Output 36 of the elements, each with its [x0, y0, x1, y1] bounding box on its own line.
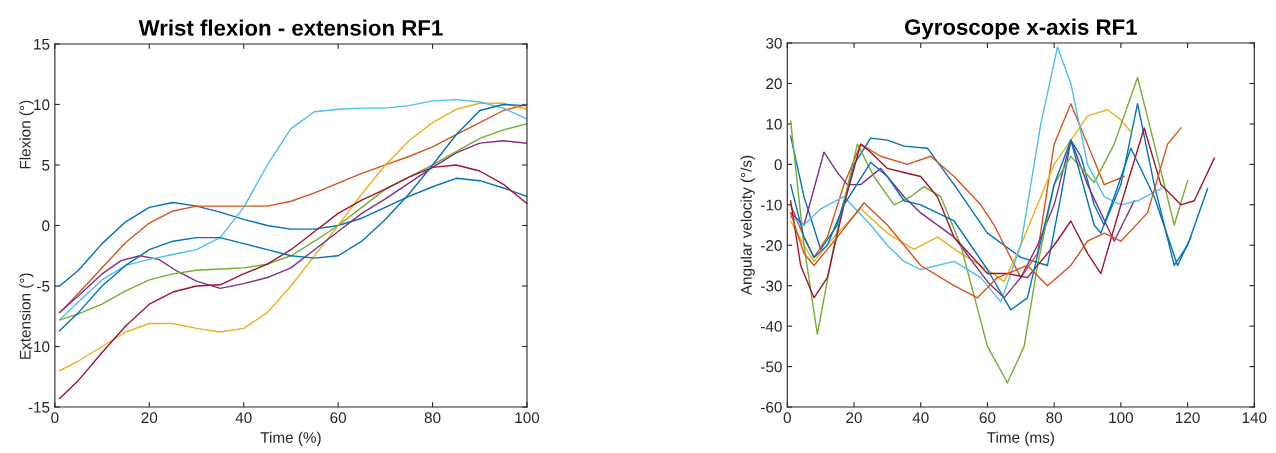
x-tick-label: 100 — [1109, 412, 1134, 424]
chart-title: Gyroscope x-axis RF1 — [905, 18, 1137, 40]
x-tick-label: 0 — [51, 412, 59, 424]
y-tick-label: -5 — [37, 281, 50, 292]
y-axis-title: Angular velocity (°/s) — [740, 155, 755, 296]
x-tick-label: 140 — [1242, 412, 1267, 424]
x-tick-label: 20 — [846, 412, 862, 424]
y-tick-label: 20 — [766, 78, 782, 90]
x-tick-label: 20 — [141, 412, 158, 424]
y-tick-label: 30 — [766, 37, 782, 49]
y-tick-label: 5 — [42, 159, 50, 171]
y-tick-label: 0 — [42, 220, 50, 232]
x-tick-label: 40 — [235, 412, 252, 424]
y-tick-label: -20 — [761, 240, 782, 251]
x-tick-label: 60 — [979, 412, 996, 424]
x-tick-label: 80 — [1046, 412, 1063, 424]
x-axis-title: Time (ms) — [987, 431, 1054, 446]
chart-title: Wrist flexion - extension RF1 — [138, 19, 443, 36]
y-tick-label: -15 — [28, 402, 50, 413]
x-tick-label: 100 — [515, 412, 540, 424]
y-tick-label: -50 — [761, 361, 782, 373]
x-tick-label: 0 — [783, 412, 791, 424]
x-tick-label: 40 — [912, 412, 929, 424]
y-tick-label: 15 — [34, 38, 50, 50]
x-tick-label: 120 — [1176, 412, 1200, 424]
y-tick-label: 10 — [766, 118, 782, 130]
y-tick-label: -40 — [761, 321, 782, 332]
x-tick-label: 80 — [424, 412, 441, 424]
y-tick-label: 10 — [34, 99, 50, 111]
y-tick-label: -60 — [761, 401, 782, 413]
x-tick-label: 60 — [330, 412, 347, 424]
x-axis-title: Time (%) — [260, 431, 321, 446]
y-tick-label: 0 — [774, 159, 782, 171]
y-tick-label: -10 — [761, 199, 782, 211]
text: Flexion (°) — [19, 100, 34, 169]
y-tick-label: -30 — [761, 280, 782, 292]
